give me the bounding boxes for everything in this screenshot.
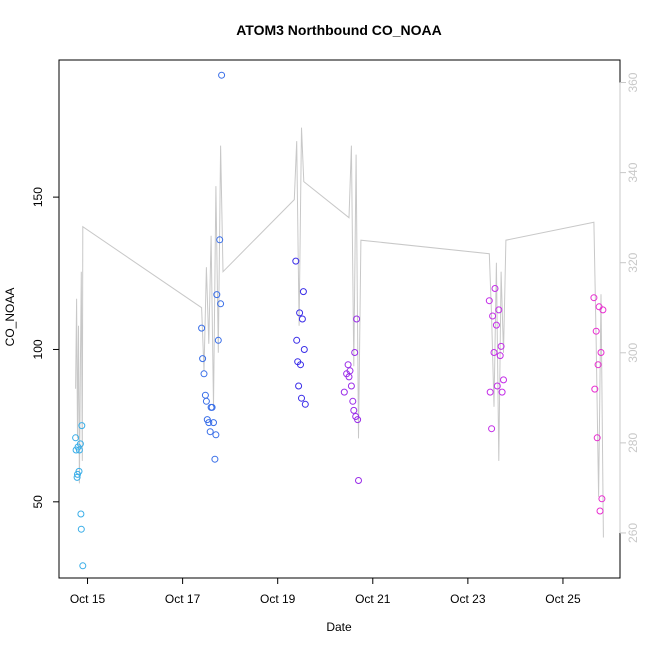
data-point	[77, 510, 85, 518]
data-point	[205, 419, 213, 427]
data-point	[347, 382, 355, 390]
chart-title: ATOM3 Northbound CO_NOAA	[236, 22, 442, 38]
right-tick-label: 260	[626, 523, 640, 543]
data-point	[73, 473, 81, 481]
series-1	[72, 422, 87, 570]
plot-frame	[58, 59, 621, 579]
data-point	[591, 385, 599, 393]
data-point	[353, 315, 361, 323]
data-point	[214, 336, 222, 344]
data-point	[198, 324, 206, 332]
data-point	[211, 455, 219, 463]
secondary-line	[75, 127, 604, 538]
data-point	[495, 306, 503, 314]
data-point	[78, 422, 86, 430]
data-point	[217, 300, 225, 308]
data-point	[593, 434, 601, 442]
data-point	[299, 288, 307, 296]
plot-box	[58, 59, 621, 579]
right-tick-label: 360	[626, 72, 640, 92]
y-tick-label: 100	[31, 339, 45, 359]
data-point	[599, 306, 607, 314]
data-point	[491, 285, 499, 292]
right-tick-label: 320	[626, 252, 640, 272]
data-point	[75, 467, 83, 475]
data-point	[199, 355, 207, 363]
series-6	[590, 294, 607, 515]
x-tick-label: Oct 19	[260, 592, 296, 606]
data-point	[592, 327, 600, 335]
y-axis-title: CO_NOAA	[3, 288, 17, 347]
series-5	[485, 285, 507, 433]
data-point	[213, 291, 221, 299]
data-point	[297, 361, 304, 369]
series-2	[198, 71, 226, 463]
scatter-points	[72, 71, 607, 570]
data-point	[200, 370, 208, 378]
data-point	[489, 312, 497, 320]
data-point	[496, 352, 504, 360]
data-point	[77, 525, 85, 533]
data-point	[216, 236, 224, 244]
x-tick-label: Oct 15	[70, 592, 106, 606]
data-point	[349, 397, 357, 405]
data-point	[590, 294, 598, 302]
data-point	[350, 406, 358, 414]
data-point	[76, 440, 84, 448]
data-point	[340, 388, 348, 396]
data-point	[598, 495, 606, 503]
y-tick-label: 150	[31, 187, 45, 207]
data-point	[293, 336, 301, 344]
data-point	[485, 297, 493, 305]
data-point	[79, 562, 87, 570]
data-point	[492, 321, 500, 329]
data-point	[296, 309, 304, 317]
data-point	[355, 477, 362, 484]
data-point	[72, 434, 80, 442]
data-point	[301, 400, 309, 408]
data-point	[210, 419, 217, 427]
right-tick-label: 280	[626, 433, 640, 453]
data-point	[597, 349, 605, 356]
data-point	[490, 349, 498, 356]
data-point	[594, 361, 602, 369]
data-point	[351, 349, 359, 356]
data-point	[298, 315, 306, 323]
data-point	[486, 388, 494, 396]
data-point	[208, 403, 216, 411]
axes: 50 100 150 Oct 15 Oct 17 Oct 19 Oct 21 Oct 23 Oc…	[31, 72, 640, 606]
data-point	[354, 416, 362, 424]
data-point	[498, 388, 506, 396]
data-point	[295, 382, 303, 390]
series-4	[340, 315, 362, 484]
data-point	[212, 431, 220, 439]
data-point	[488, 425, 496, 433]
data-point	[344, 361, 352, 369]
data-point	[206, 428, 214, 436]
x-tick-label: Oct 21	[355, 592, 391, 606]
data-point	[500, 376, 507, 384]
data-point	[493, 382, 501, 390]
x-tick-label: Oct 25	[545, 592, 581, 606]
x-axis-title: Date	[326, 620, 352, 634]
data-point	[300, 346, 308, 353]
data-point	[596, 507, 604, 515]
data-point	[292, 257, 300, 265]
series-3	[292, 257, 309, 408]
data-point	[201, 391, 209, 399]
data-point	[497, 342, 505, 350]
right-tick-label: 300	[626, 342, 640, 362]
y-tick-label: 50	[31, 495, 45, 509]
right-tick-label: 340	[626, 162, 640, 182]
gray-line-series	[75, 127, 604, 538]
data-point	[202, 397, 210, 405]
x-tick-label: Oct 23	[450, 592, 486, 606]
data-point	[218, 71, 226, 79]
data-point	[346, 367, 354, 375]
x-tick-label: Oct 17	[165, 592, 201, 606]
data-point	[298, 394, 305, 402]
